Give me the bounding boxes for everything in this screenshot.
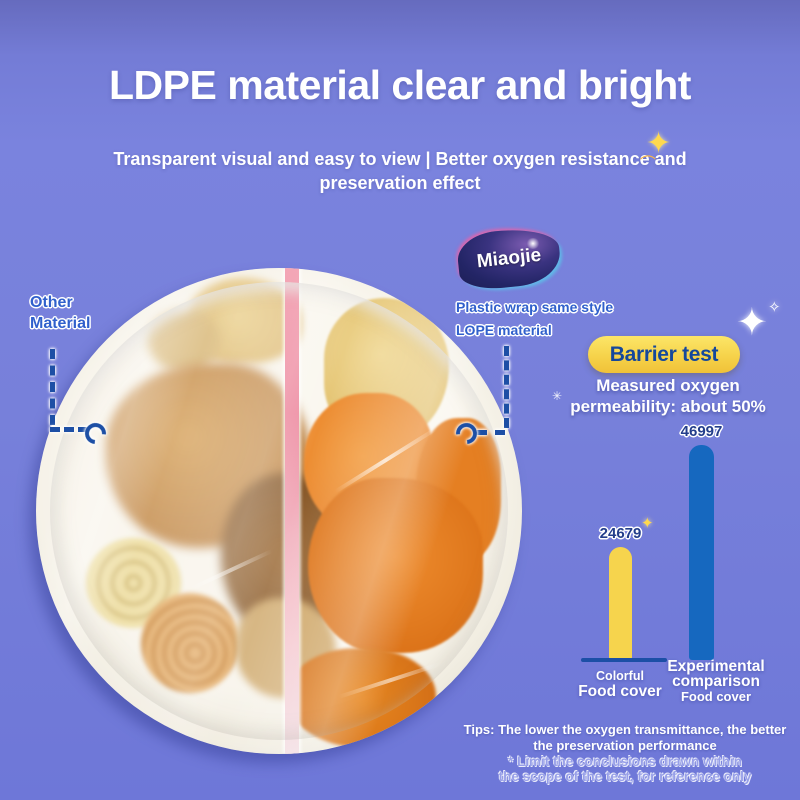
tips-line3: * Limit the conclusions drawn within — [507, 754, 742, 769]
blur-haze-overlay — [36, 268, 288, 754]
bar-experimental-cover: 46997 — [681, 423, 722, 660]
plate-rim — [50, 282, 508, 740]
bar2-label-line2: comparison — [672, 673, 760, 690]
callout-line-right — [477, 430, 505, 435]
brand-logo: Miaojie — [455, 224, 563, 293]
label-other-line2: Material — [30, 315, 91, 332]
label-ldpe-line1: Plastic wrap same style — [456, 299, 614, 315]
flower-icon: ✳ — [552, 389, 563, 403]
page-title: LDPE material clear and bright — [109, 62, 691, 108]
oxygen-note-line1: Measured oxygen — [596, 376, 740, 395]
logo-shine — [526, 238, 540, 249]
plastic-wrap-sheen — [36, 268, 522, 754]
bar1-label-line2: Food cover — [578, 683, 662, 700]
bar-value-label: 24679 — [599, 525, 642, 542]
label-ldpe-line2: LOPE material — [456, 322, 552, 338]
bar2-label-line1: Experimental — [667, 658, 765, 675]
bar-value-label: 46997 — [680, 423, 723, 440]
sparkle-icon: ✦ — [736, 302, 768, 344]
food-blob — [148, 310, 220, 372]
label-ldpe-material: Plastic wrap same style LOPE material — [456, 296, 613, 342]
subtitle-line-1: Transparent visual and easy to view | Be… — [113, 149, 687, 169]
oxygen-note-line2: permeability: about 50% — [570, 397, 766, 416]
sparkle-small-icon: ✧ — [768, 299, 781, 316]
tips-line1: Tips: The lower the oxygen transmittance… — [463, 722, 787, 737]
barrier-test-label: Barrier test — [609, 342, 719, 366]
callout-line-right — [504, 346, 509, 428]
label-other-line1: Other — [30, 294, 73, 311]
label-other-material: Other Material — [30, 292, 90, 334]
product-photo — [36, 268, 522, 754]
wrap-seam-strip — [285, 268, 299, 754]
callout-line-left — [50, 349, 55, 425]
bar-colorful-cover: 24679 — [600, 525, 641, 660]
tips-line4: the scope of the test, for reference onl… — [498, 769, 752, 784]
sparkle-swoosh-icon: ⌒ — [640, 156, 657, 173]
cracker-blob — [308, 478, 483, 653]
bar-category-label: Colorful Food cover — [558, 669, 682, 700]
bar1-label-line1: Colorful — [596, 669, 644, 683]
callout-line-left — [50, 427, 88, 432]
swirl-cookie — [141, 593, 239, 693]
bar2-label-line3: Food cover — [680, 689, 752, 704]
sparkle-icon: ✦ — [641, 515, 654, 532]
barrier-test-badge: Barrier test — [588, 336, 740, 373]
cracker-blob — [286, 648, 436, 748]
sparkle-icon: ✦ — [646, 127, 672, 160]
subtitle-line-2: preservation effect — [319, 173, 481, 193]
bar-category-label: Experimental comparison Food cover — [646, 659, 786, 704]
comparison-bar-chart: 24679 46997 — [575, 423, 800, 662]
oxygen-note: Measured oxygen permeability: about 50% — [548, 375, 788, 417]
subtitle: Transparent visual and easy to view | Be… — [50, 147, 750, 195]
tips-line2: the preservation performance — [533, 738, 717, 753]
chart-axis-line — [581, 658, 667, 662]
tips-footnote: Tips: The lower the oxygen transmittance… — [430, 722, 800, 784]
